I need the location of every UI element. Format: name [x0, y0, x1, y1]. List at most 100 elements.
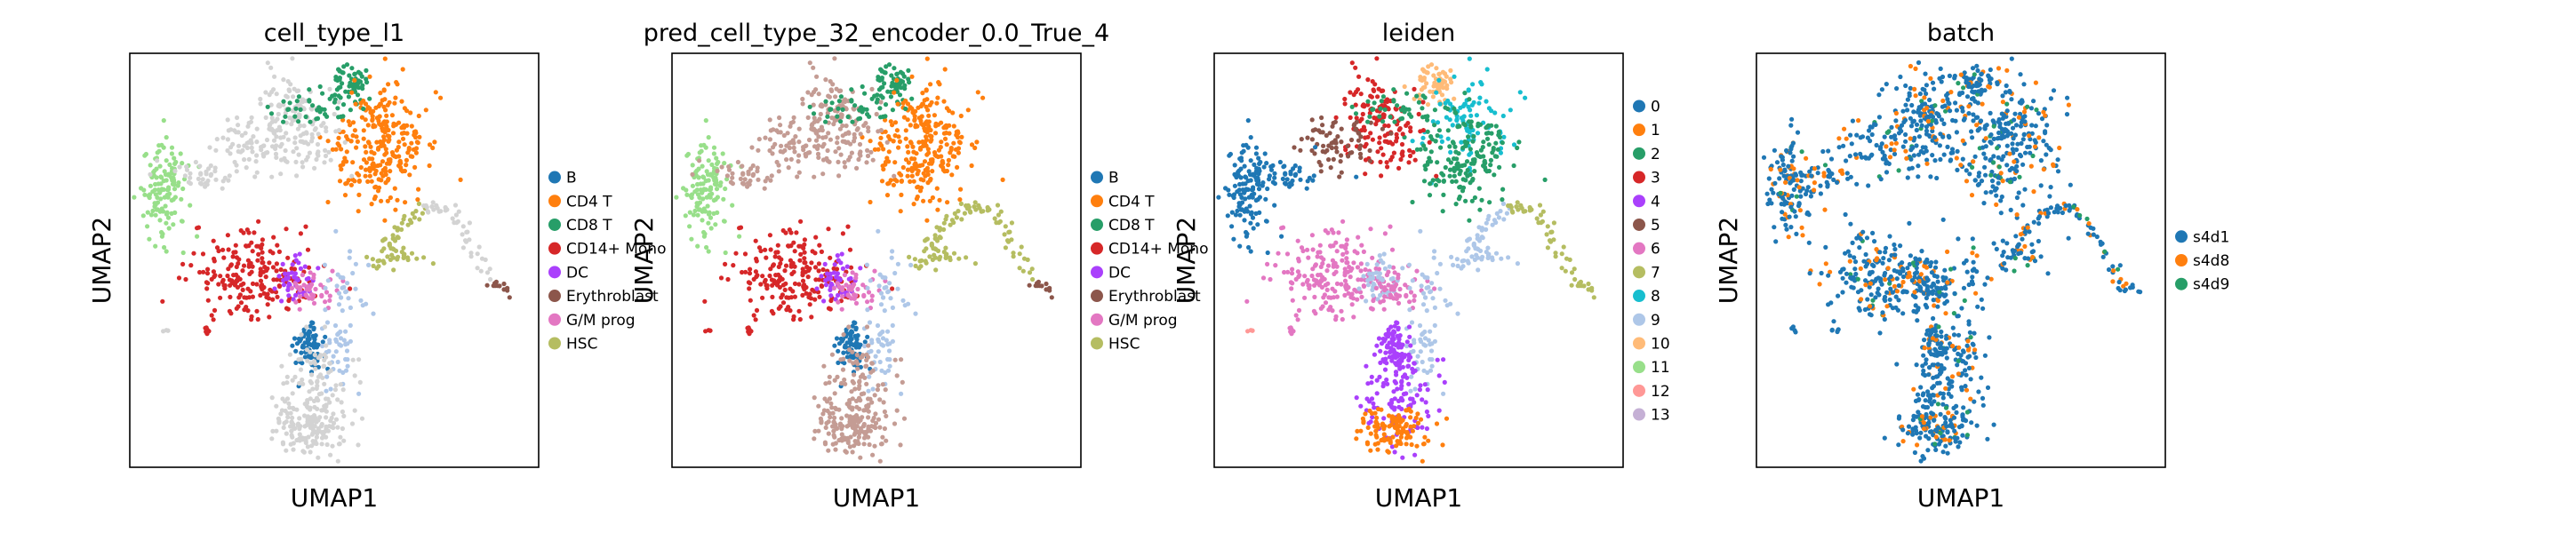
- data-point: [359, 416, 365, 421]
- data-point: [413, 209, 419, 214]
- data-point: [161, 179, 166, 184]
- data-point: [994, 220, 999, 226]
- data-point: [787, 227, 792, 233]
- data-point: [274, 134, 279, 139]
- data-point: [1420, 135, 1426, 140]
- data-point: [821, 363, 827, 369]
- data-point: [1544, 232, 1549, 237]
- data-point: [1238, 175, 1244, 180]
- data-point: [1329, 227, 1334, 233]
- data-point: [294, 407, 300, 412]
- data-point: [803, 143, 808, 148]
- data-point: [427, 142, 433, 147]
- data-point: [708, 195, 713, 200]
- data-point: [1245, 118, 1251, 123]
- data-point: [948, 222, 953, 227]
- data-point: [935, 95, 940, 100]
- data-point: [1385, 164, 1390, 170]
- data-point: [861, 391, 867, 396]
- data-point: [706, 220, 711, 226]
- data-point: [317, 372, 324, 378]
- data-point: [829, 405, 835, 410]
- data-point: [854, 127, 860, 132]
- data-point: [377, 121, 382, 126]
- data-point: [1484, 67, 1490, 72]
- data-point: [834, 86, 839, 91]
- data-point: [833, 425, 839, 430]
- data-point: [842, 272, 848, 278]
- data-point: [791, 240, 796, 245]
- data-point: [1485, 245, 1491, 251]
- data-point: [857, 151, 862, 156]
- data-point: [1400, 131, 1405, 137]
- data-point: [886, 348, 892, 354]
- data-point: [790, 289, 796, 294]
- data-point: [854, 404, 860, 410]
- data-point: [762, 186, 767, 191]
- data-point: [290, 262, 295, 267]
- data-point: [928, 139, 933, 144]
- data-point: [1372, 405, 1377, 410]
- data-point: [1309, 147, 1315, 154]
- data-point: [901, 416, 908, 421]
- data-point: [1394, 139, 1399, 144]
- data-point: [1391, 150, 1396, 155]
- data-point: [356, 391, 362, 396]
- data-point: [892, 177, 898, 182]
- data-point: [310, 103, 316, 108]
- data-point: [934, 186, 940, 191]
- data-point: [208, 163, 213, 169]
- data-point: [298, 123, 303, 129]
- data-point: [1385, 343, 1390, 348]
- data-point: [858, 426, 863, 431]
- data-point: [1430, 119, 1436, 124]
- data-point: [899, 178, 905, 184]
- data-point: [872, 147, 878, 152]
- data-point: [1407, 147, 1412, 153]
- data-point: [1342, 266, 1348, 272]
- data-point: [1284, 177, 1290, 182]
- data-point: [1253, 211, 1259, 216]
- data-point: [1316, 159, 1322, 165]
- data-point: [826, 276, 832, 282]
- data-point: [811, 102, 816, 107]
- data-point: [711, 151, 717, 156]
- data-point: [275, 277, 280, 282]
- data-point: [400, 136, 406, 141]
- data-point: [1324, 268, 1330, 274]
- data-point: [1484, 250, 1489, 255]
- data-point: [1467, 130, 1472, 135]
- data-point: [216, 248, 221, 254]
- legend-item: Erythroblast: [1091, 288, 1201, 306]
- data-point: [823, 102, 828, 107]
- data-point: [1232, 183, 1237, 188]
- data-point: [996, 212, 1001, 218]
- data-point: [838, 94, 844, 99]
- legend-label: DC: [566, 264, 588, 282]
- data-point: [851, 361, 856, 366]
- data-point: [860, 372, 866, 378]
- data-point: [1354, 174, 1359, 179]
- data-point: [814, 286, 820, 291]
- data-point: [1405, 363, 1412, 369]
- data-point: [1354, 395, 1359, 401]
- data-point: [1400, 266, 1405, 271]
- data-point: [1395, 426, 1400, 432]
- data-point: [1344, 242, 1349, 247]
- data-point: [180, 161, 185, 166]
- data-point: [842, 437, 848, 442]
- data-point: [816, 91, 821, 97]
- data-point: [292, 114, 298, 119]
- data-point: [1990, 184, 1996, 189]
- data-point: [295, 126, 300, 131]
- data-point: [1434, 173, 1439, 179]
- data-point: [753, 238, 758, 243]
- data-point: [292, 281, 298, 286]
- data-point: [1365, 282, 1371, 288]
- data-point: [324, 354, 329, 360]
- data-point: [354, 134, 359, 139]
- legend-label: 5: [1651, 217, 1660, 235]
- data-point: [316, 355, 321, 361]
- data-point: [424, 204, 429, 210]
- data-point: [1253, 151, 1259, 156]
